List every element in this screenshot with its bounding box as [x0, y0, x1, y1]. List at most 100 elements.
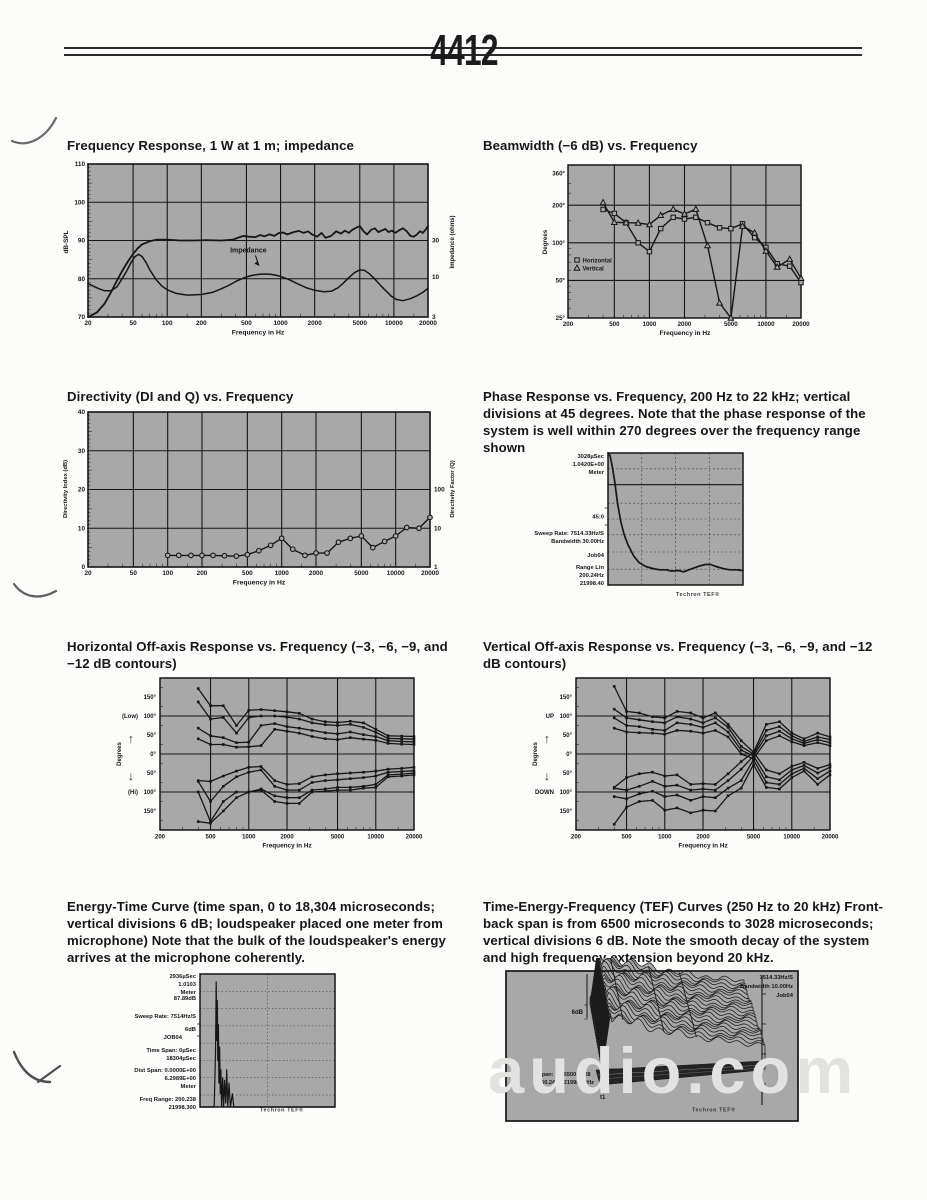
svg-text:Impedance (ohms): Impedance (ohms): [450, 215, 456, 268]
svg-text:10000: 10000: [367, 835, 384, 841]
svg-text:360°: 360°: [552, 171, 565, 178]
svg-text:5000: 5000: [747, 835, 761, 841]
svg-text:100°: 100°: [144, 790, 157, 796]
svg-text:50°: 50°: [563, 733, 573, 739]
svg-text:(Low): (Low): [122, 714, 138, 720]
svg-text:80: 80: [78, 276, 86, 283]
tef-waterfall-chart: 7514.33Hz/S Bandwidth 10.00Hz Job04 6dB Span…: [505, 958, 799, 1122]
svg-text:5000: 5000: [331, 835, 345, 841]
svg-text:Meter: Meter: [589, 470, 605, 476]
svg-text:↓: ↓: [544, 769, 550, 783]
grid: [608, 453, 743, 585]
svg-text:6.2989E+00: 6.2989E+00: [165, 1076, 196, 1082]
svg-text:70: 70: [78, 314, 86, 321]
svg-text:Meter: Meter: [181, 1084, 197, 1090]
caption-horizontal-offaxis: Horizontal Off-axis Response vs. Frequen…: [67, 639, 448, 672]
masthead-rule-bottom: [64, 54, 862, 56]
svg-text:10000: 10000: [387, 570, 405, 577]
series: [612, 685, 832, 826]
svg-text:1.0103: 1.0103: [178, 982, 197, 988]
svg-text:500: 500: [206, 835, 217, 841]
svg-text:200: 200: [155, 835, 166, 841]
svg-text:0°: 0°: [150, 752, 156, 758]
svg-text:Degrees: Degrees: [542, 229, 549, 254]
svg-text:Frequency in Hz: Frequency in Hz: [660, 330, 712, 337]
svg-text:50: 50: [130, 570, 138, 577]
svg-text:20000: 20000: [822, 835, 839, 841]
svg-text:10000: 10000: [385, 320, 403, 327]
svg-text:Sweep Rate: 7514Hz/S: Sweep Rate: 7514Hz/S: [134, 1014, 196, 1020]
svg-text:200: 200: [571, 835, 582, 841]
grid: [88, 412, 430, 567]
svg-text:200: 200: [563, 321, 574, 328]
svg-text:1000: 1000: [242, 835, 256, 841]
svg-text:2000: 2000: [696, 835, 710, 841]
svg-text:Frequency in Hz: Frequency in Hz: [233, 580, 286, 587]
svg-text:250.24Hz-21998.40Hz: 250.24Hz-21998.40Hz: [538, 1080, 594, 1086]
svg-text:1000: 1000: [658, 835, 672, 841]
svg-text:1: 1: [434, 564, 438, 571]
caption-frequency-response: Frequency Response, 1 W at 1 m; impedanc…: [67, 138, 354, 153]
legend: Horizontal Vertical: [573, 257, 612, 273]
scan-mark-icon: [12, 1050, 62, 1084]
svg-text:↑: ↑: [544, 732, 550, 746]
svg-text:1.0420E+00: 1.0420E+00: [573, 462, 604, 468]
svg-text:3: 3: [432, 314, 436, 321]
phase-response-chart: 3028µSec 1.0420E+00 Meter 45:0 Sweep Rate: 7…: [534, 452, 744, 598]
svg-text:7514.33Hz/S: 7514.33Hz/S: [759, 975, 793, 981]
svg-text:150°: 150°: [560, 809, 573, 815]
horizontal-offaxis-chart: 150° 100° 50° 0° 50° 100° 150° 200 500 1000 2000 50…: [117, 677, 423, 850]
series: [196, 687, 416, 825]
svg-text:Job04: Job04: [587, 553, 605, 559]
grid: [160, 678, 414, 830]
svg-text:10: 10: [78, 525, 86, 532]
svg-text:110: 110: [75, 161, 86, 168]
svg-text:10: 10: [434, 525, 442, 532]
svg-text:5000: 5000: [354, 570, 369, 577]
svg-text:500: 500: [609, 321, 620, 328]
svg-text:Degrees: Degrees: [533, 742, 539, 766]
svg-text:2936µSec: 2936µSec: [169, 974, 196, 980]
svg-text:UP: UP: [546, 714, 554, 720]
series: [607, 452, 744, 573]
svg-text:87.89dB: 87.89dB: [174, 996, 196, 1002]
svg-text:50°: 50°: [147, 771, 157, 777]
svg-text:1000: 1000: [643, 321, 657, 328]
svg-text:50°: 50°: [556, 278, 566, 285]
svg-text:20000: 20000: [419, 320, 437, 327]
svg-text:Techron TEF®: Techron TEF®: [692, 1107, 736, 1114]
watermark: audio.com: [488, 1034, 859, 1107]
svg-text:2000: 2000: [280, 835, 294, 841]
svg-text:0°: 0°: [566, 752, 572, 758]
svg-text:200: 200: [196, 320, 207, 327]
svg-text:Techron TEF®: Techron TEF®: [260, 1107, 304, 1114]
svg-text:90: 90: [78, 238, 86, 245]
svg-text:dB-SPL: dB-SPL: [63, 230, 70, 253]
svg-text:100: 100: [434, 487, 445, 494]
beamwidth-chart: 25° 50° 100° 200° 360° 200 500 1000 2000 5000 1000…: [542, 164, 810, 337]
svg-text:Vertical: Vertical: [583, 267, 605, 273]
svg-text:18304µSec: 18304µSec: [166, 1056, 197, 1062]
svg-text:Span: S1-6500-3028: Span: S1-6500-3028: [538, 1072, 591, 1078]
svg-text:50°: 50°: [147, 733, 157, 739]
axes: 25° 50° 100° 200° 360° 200 500 1000 2000 5000 1000…: [542, 171, 810, 337]
svg-text:500: 500: [241, 320, 252, 327]
svg-text:Bandwidth 30.00Hz: Bandwidth 30.00Hz: [551, 539, 604, 545]
svg-text:20000: 20000: [421, 570, 439, 577]
svg-text:200.24Hz: 200.24Hz: [579, 573, 604, 579]
svg-text:20: 20: [78, 487, 86, 494]
svg-text:Directivity Index (dB): Directivity Index (dB): [63, 460, 69, 518]
masthead-rule-top: [64, 47, 862, 49]
caption-vertical-offaxis: Vertical Off-axis Response vs. Frequency…: [483, 639, 873, 672]
svg-text:Meter: Meter: [181, 990, 197, 996]
caption-tef-curves: Time-Energy-Frequency (TEF) Curves (250 …: [483, 899, 883, 966]
directivity-chart: 0 10 20 30 40 20 50 100 200 500 1000 2000 5000 10000 2…: [63, 409, 456, 587]
svg-text:Sweep Rate: 7514.33Hz/S: Sweep Rate: 7514.33Hz/S: [534, 531, 604, 537]
svg-text:(Hi): (Hi): [128, 790, 138, 796]
svg-text:100: 100: [162, 320, 173, 327]
svg-text:20: 20: [84, 320, 92, 327]
svg-text:JOB04: JOB04: [164, 1035, 183, 1041]
